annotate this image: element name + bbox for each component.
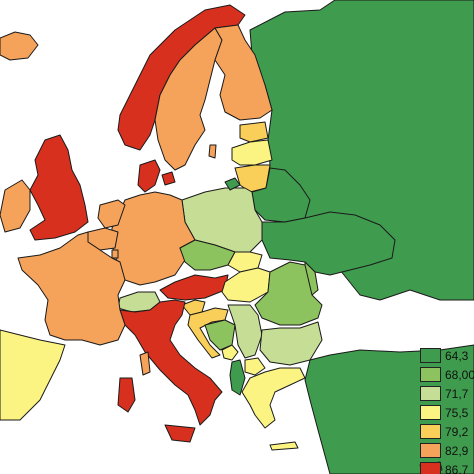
region-finland[interactable] [214,24,273,121]
region-ukraine[interactable] [261,211,396,276]
legend-item: 75,5 [420,403,474,422]
region-albania[interactable] [229,359,246,396]
map-legend: 64,3 68,00 71,7 75,5 79,2 82,9 86,7 [420,346,474,474]
legend-swatch [420,386,441,401]
region-belarus[interactable] [251,167,311,223]
region-denmark-island[interactable] [161,171,176,186]
region-gotland[interactable] [208,144,217,159]
region-sicily[interactable] [164,424,196,443]
legend-item: 82,9 [420,441,474,460]
legend-swatch [420,424,441,439]
region-spain[interactable] [0,329,66,421]
legend-label: 82,9 [445,443,469,458]
legend-swatch [420,348,441,363]
legend-item: 86,7 [420,460,474,474]
legend-label: 68,00 [445,367,474,382]
legend-swatch [420,367,441,382]
region-sardinia[interactable] [117,377,136,413]
region-united-kingdom[interactable] [29,134,89,241]
region-france[interactable] [17,231,126,346]
region-corsica[interactable] [139,351,151,376]
legend-item: 64,3 [420,346,474,365]
legend-item: 68,00 [420,365,474,384]
region-luxembourg[interactable] [111,249,119,259]
region-estonia[interactable] [239,121,269,143]
region-latvia[interactable] [231,139,273,166]
region-greece[interactable] [241,367,306,429]
legend-label: 75,5 [445,405,469,420]
region-montenegro[interactable] [221,344,239,361]
region-greece-crete[interactable] [269,441,299,451]
legend-swatch [420,443,441,458]
region-kaliningrad[interactable] [224,177,241,191]
region-denmark[interactable] [137,159,161,193]
legend-item: 71,7 [420,384,474,403]
legend-swatch [420,405,441,420]
legend-label: 79,2 [445,424,469,439]
legend-item: 79,2 [420,422,474,441]
legend-swatch [420,462,441,474]
region-austria[interactable] [159,274,229,301]
legend-label: 64,3 [445,348,469,363]
region-iceland[interactable] [0,31,39,61]
region-slovenia[interactable] [181,299,206,316]
region-italy[interactable] [119,299,223,426]
region-serbia[interactable] [227,304,263,359]
region-netherlands[interactable] [97,199,126,229]
region-north-macedonia[interactable] [244,357,266,376]
region-romania[interactable] [254,261,323,326]
legend-label: 71,7 [445,386,469,401]
legend-label: 86,7 [445,462,469,474]
region-ireland[interactable] [0,179,31,233]
region-bulgaria[interactable] [259,321,323,366]
region-croatia[interactable] [187,307,229,359]
